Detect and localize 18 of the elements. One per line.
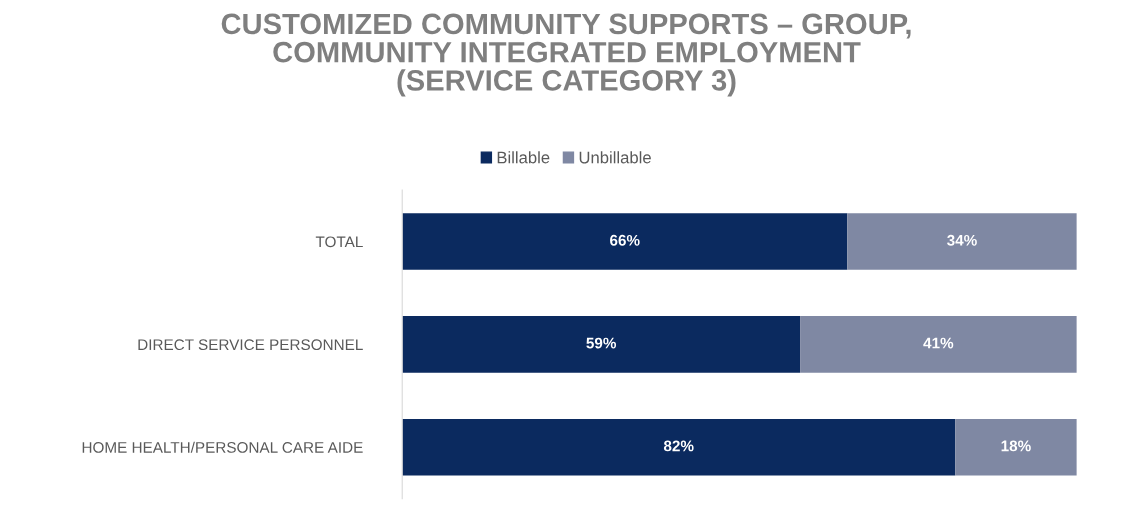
legend-label: Billable <box>497 151 550 164</box>
bar <box>402 213 848 270</box>
y-tick-label: HOME HEALTH/PERSONAL CARE AIDE <box>82 441 363 453</box>
bar <box>800 316 1077 373</box>
bar <box>402 316 801 373</box>
data-label: 82% <box>663 440 694 452</box>
y-tick-label: DIRECT SERVICE PERSONNEL <box>138 339 363 351</box>
chart-title: CUSTOMIZED COMMUNITY SUPPORTS – GROUP, COMMUNITY INTEGRATED EMPLOYMENT (SERVICE CATEGORY 3) <box>221 13 911 97</box>
data-label: 41% <box>923 337 954 349</box>
bar <box>847 213 1077 270</box>
data-label: 59% <box>586 337 617 349</box>
bar <box>402 418 956 476</box>
data-label: 66% <box>610 234 640 246</box>
bar <box>955 418 1077 476</box>
y-tick-label: TOTAL <box>315 236 363 248</box>
legend-label: Unbillable <box>579 151 651 164</box>
data-label: 34% <box>947 234 977 246</box>
data-label: 18% <box>1001 440 1031 452</box>
